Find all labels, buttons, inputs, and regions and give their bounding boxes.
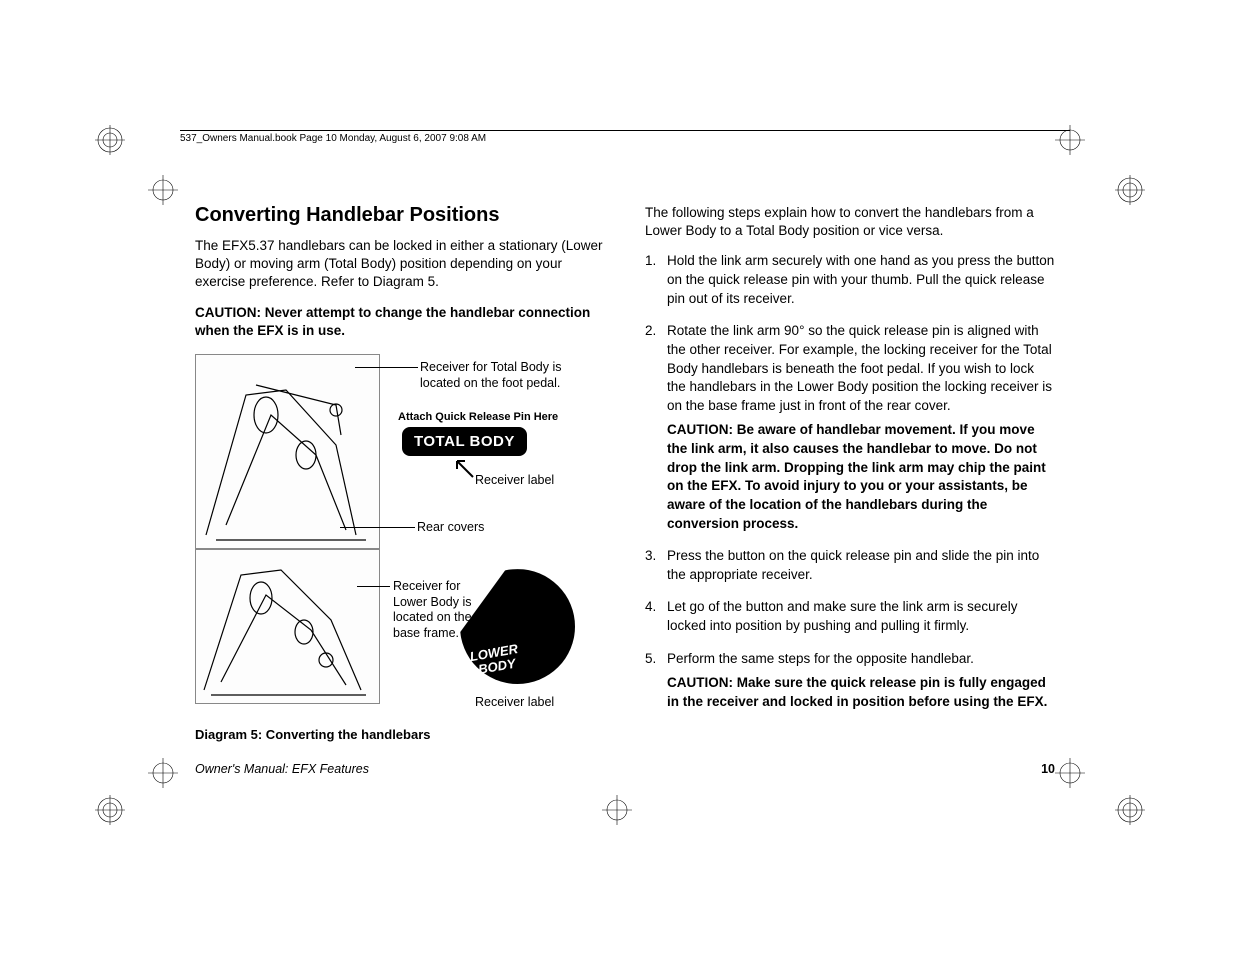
crop-mark-icon bbox=[1055, 758, 1085, 788]
intro-paragraph: The EFX5.37 handlebars can be locked in … bbox=[195, 237, 605, 292]
diagram-upper-illustration bbox=[195, 354, 380, 549]
step-5: 5.Perform the same steps for the opposit… bbox=[645, 650, 1055, 712]
section-heading: Converting Handlebar Positions bbox=[195, 204, 605, 227]
diagram-lower-illustration bbox=[195, 549, 380, 704]
step-1: 1.Hold the link arm securely with one ha… bbox=[645, 252, 1055, 308]
lead-line bbox=[340, 527, 415, 528]
crop-mark-icon bbox=[148, 758, 178, 788]
crop-mark-icon bbox=[95, 795, 125, 825]
two-column-layout: Converting Handlebar Positions The EFX5.… bbox=[195, 204, 1055, 742]
steps-list: 1.Hold the link arm securely with one ha… bbox=[645, 252, 1055, 711]
page-content: 537_Owners Manual.book Page 10 Monday, A… bbox=[195, 130, 1055, 776]
lead-line bbox=[355, 367, 418, 368]
step-4: 4.Let go of the button and make sure the… bbox=[645, 598, 1055, 635]
diagram-caption: Diagram 5: Converting the handlebars bbox=[195, 727, 605, 742]
total-body-badge: TOTAL BODY bbox=[402, 427, 527, 456]
right-column: The following steps explain how to conve… bbox=[645, 204, 1055, 742]
left-column: Converting Handlebar Positions The EFX5.… bbox=[195, 204, 605, 742]
crop-mark-icon bbox=[95, 125, 125, 155]
attach-pin-label: Attach Quick Release Pin Here bbox=[398, 411, 558, 423]
step-2: 2.Rotate the link arm 90° so the quick r… bbox=[645, 322, 1055, 533]
crop-mark-icon bbox=[148, 175, 178, 205]
diagram-5: Receiver for Total Body is located on th… bbox=[195, 354, 585, 719]
crop-mark-icon bbox=[1115, 795, 1145, 825]
receiver-label-2: Receiver label bbox=[475, 695, 554, 711]
footer-section-title: Owner's Manual: EFX Features bbox=[195, 762, 369, 776]
lead-line bbox=[357, 586, 390, 587]
rear-covers-label: Rear covers bbox=[417, 520, 484, 536]
header-rule bbox=[180, 130, 1070, 131]
receiver-label-1: Receiver label bbox=[475, 473, 554, 489]
right-intro: The following steps explain how to conve… bbox=[645, 204, 1055, 240]
step-3: 3.Press the button on the quick release … bbox=[645, 547, 1055, 584]
arrow-icon bbox=[453, 457, 477, 479]
page-footer: Owner's Manual: EFX Features 10 bbox=[195, 762, 1055, 776]
header-file-info: 537_Owners Manual.book Page 10 Monday, A… bbox=[180, 133, 1055, 144]
crop-mark-icon bbox=[602, 795, 632, 825]
crop-mark-icon bbox=[1115, 175, 1145, 205]
callout-total-receiver: Receiver for Total Body is located on th… bbox=[420, 360, 580, 391]
page-number: 10 bbox=[1041, 762, 1055, 776]
caution-text: CAUTION: Never attempt to change the han… bbox=[195, 304, 605, 340]
